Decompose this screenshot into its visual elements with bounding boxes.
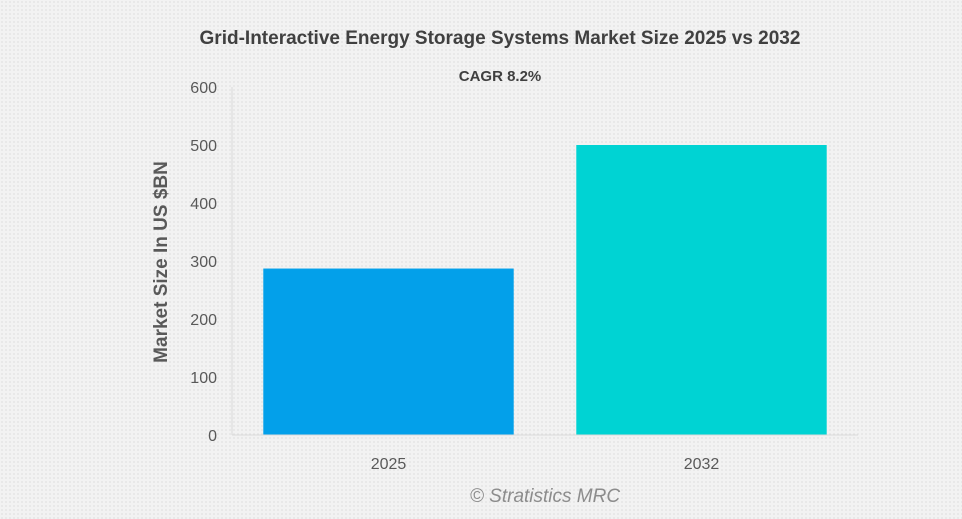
x-axis-ticks: 2025 2032 [371,456,720,473]
x-tick-label: 2032 [684,456,720,473]
y-tick-label: 400 [190,196,217,213]
bar-2025 [263,268,514,435]
y-tick-label: 0 [208,428,217,445]
x-tick-label: 2025 [371,456,407,473]
bars-group [263,145,827,435]
chart-subtitle: CAGR 8.2% [459,68,542,85]
y-axis-label: Market Size In US $BN [151,161,172,363]
watermark: © Stratistics MRC [470,486,620,507]
chart-title: Grid-Interactive Energy Storage Systems … [200,28,801,49]
y-tick-label: 500 [190,138,217,155]
y-tick-label: 100 [190,370,217,387]
bar-2032 [576,145,827,435]
y-tick-label: 600 [190,80,217,97]
y-tick-label: 300 [190,254,217,271]
y-axis-ticks: 0 100 200 300 400 500 600 [190,80,217,445]
y-tick-label: 200 [190,312,217,329]
